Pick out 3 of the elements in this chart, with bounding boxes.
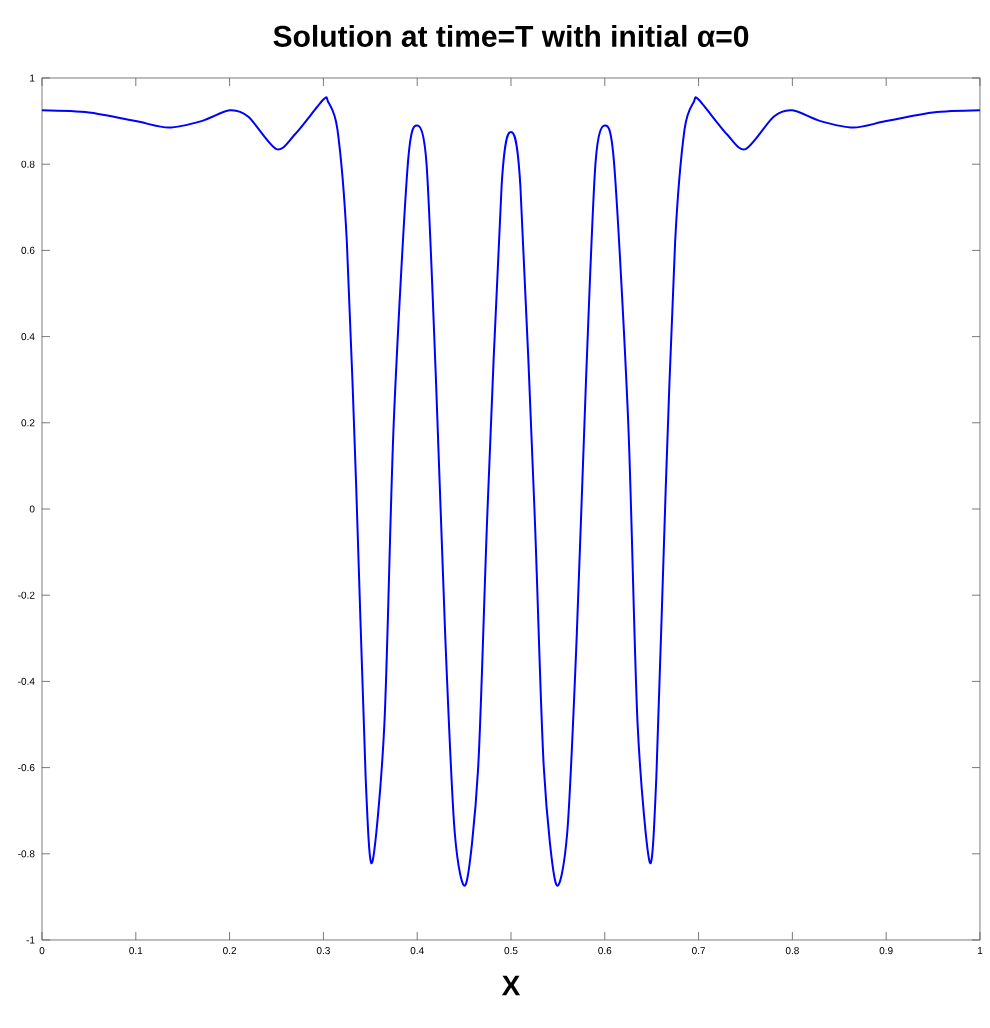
x-axis-title: X	[502, 975, 521, 996]
chart-title: Solution at time=T with initial α=0	[273, 24, 749, 47]
line-series	[42, 98, 981, 885]
